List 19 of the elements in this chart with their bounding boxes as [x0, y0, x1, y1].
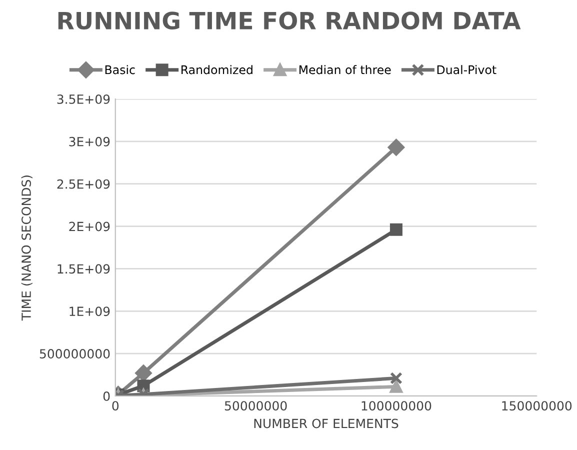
y-tick-label: 0 — [103, 391, 110, 401]
y-tick-label: 1E+09 — [70, 306, 110, 316]
x-tick-label: 150000000 — [502, 401, 572, 411]
y-tick-label: 2E+09 — [69, 222, 110, 232]
legend-label: Basic — [105, 65, 135, 74]
y-tick-label: 3.5E+09 — [57, 94, 110, 104]
y-tick-label: 1.5E+09 — [58, 264, 110, 274]
x-tick-label: 50000000 — [224, 401, 287, 411]
x-tick-label: 100000000 — [362, 401, 432, 411]
x-tick-label: 0 — [112, 401, 119, 411]
legend-label: Dual-Pivot — [437, 65, 496, 74]
legend-label: Median of three — [300, 65, 391, 74]
y-tick-label: 2.5E+09 — [57, 179, 110, 189]
y-tick-label: 500000000 — [40, 349, 110, 358]
x-axis-title: NUMBER OF ELEMENTS — [254, 418, 398, 428]
y-tick-label: 3E+09 — [69, 136, 110, 146]
legend-label: Randomized — [182, 65, 252, 74]
chart-title: RUNNING TIME FOR RANDOM DATA — [58, 12, 521, 30]
y-axis-title: TIME (NANO SECONDS) — [21, 176, 32, 321]
